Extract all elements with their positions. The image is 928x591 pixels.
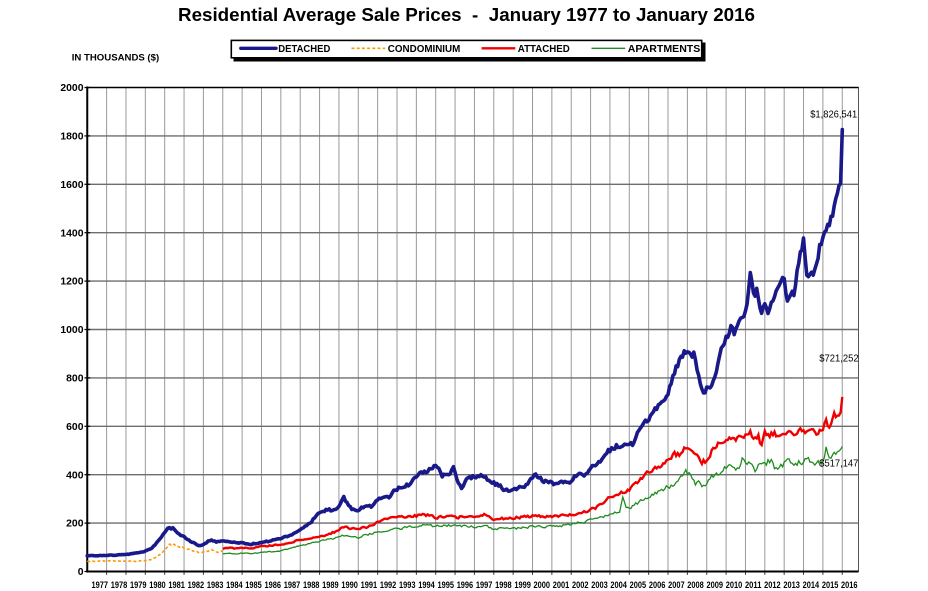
svg-text:1200: 1200: [60, 277, 83, 288]
svg-text:1987: 1987: [284, 580, 301, 590]
svg-text:$517,147: $517,147: [819, 458, 858, 469]
svg-text:2010: 2010: [726, 580, 743, 590]
svg-text:2000: 2000: [534, 580, 551, 590]
svg-text:1995: 1995: [437, 580, 454, 590]
svg-text:1985: 1985: [245, 580, 262, 590]
svg-text:2002: 2002: [572, 580, 589, 590]
svg-text:$721,252: $721,252: [819, 353, 859, 364]
svg-text:2004: 2004: [610, 580, 627, 590]
svg-text:APARTMENTS: APARTMENTS: [628, 43, 701, 55]
svg-text:2012: 2012: [764, 580, 781, 590]
svg-text:2006: 2006: [649, 580, 666, 590]
svg-text:2016: 2016: [841, 580, 858, 590]
svg-text:800: 800: [66, 374, 84, 385]
svg-text:1990: 1990: [341, 580, 358, 590]
svg-text:2013: 2013: [783, 580, 800, 590]
svg-text:1986: 1986: [265, 580, 282, 590]
svg-text:Residential Average Sale Price: Residential Average Sale Prices - Januar…: [178, 4, 755, 25]
svg-text:2005: 2005: [630, 580, 647, 590]
svg-text:200: 200: [66, 519, 84, 530]
svg-text:1989: 1989: [322, 580, 339, 590]
svg-text:2003: 2003: [591, 580, 608, 590]
svg-text:1992: 1992: [380, 580, 397, 590]
svg-text:1993: 1993: [399, 580, 416, 590]
svg-text:1982: 1982: [188, 580, 205, 590]
svg-text:IN THOUSANDS ($): IN THOUSANDS ($): [72, 52, 159, 63]
svg-text:2011: 2011: [745, 580, 762, 590]
svg-text:2009: 2009: [707, 580, 724, 590]
svg-text:1980: 1980: [149, 580, 166, 590]
svg-text:2007: 2007: [668, 580, 685, 590]
svg-text:1988: 1988: [303, 580, 320, 590]
svg-text:0: 0: [78, 567, 84, 578]
svg-text:1979: 1979: [130, 580, 147, 590]
svg-text:CONDOMINIUM: CONDOMINIUM: [388, 43, 461, 55]
svg-text:1600: 1600: [60, 180, 83, 191]
svg-text:1000: 1000: [60, 325, 83, 336]
svg-text:1996: 1996: [457, 580, 474, 590]
svg-text:1984: 1984: [226, 580, 243, 590]
svg-text:600: 600: [66, 422, 84, 433]
svg-text:1977: 1977: [92, 580, 109, 590]
svg-text:1400: 1400: [60, 228, 83, 239]
svg-text:2001: 2001: [553, 580, 570, 590]
svg-text:1999: 1999: [514, 580, 531, 590]
svg-text:1978: 1978: [111, 580, 128, 590]
svg-text:2000: 2000: [60, 83, 83, 94]
svg-text:1800: 1800: [60, 132, 83, 143]
svg-text:1983: 1983: [207, 580, 224, 590]
svg-text:2014: 2014: [803, 580, 820, 590]
svg-text:2015: 2015: [822, 580, 839, 590]
svg-text:1994: 1994: [418, 580, 435, 590]
svg-text:1981: 1981: [168, 580, 185, 590]
svg-text:ATTACHED: ATTACHED: [518, 43, 570, 55]
svg-text:2008: 2008: [687, 580, 704, 590]
svg-text:$1,826,541: $1,826,541: [810, 110, 857, 121]
svg-text:DETACHED: DETACHED: [278, 43, 330, 55]
svg-text:1998: 1998: [495, 580, 512, 590]
svg-text:400: 400: [66, 470, 84, 481]
svg-text:1997: 1997: [476, 580, 493, 590]
svg-text:1991: 1991: [361, 580, 378, 590]
